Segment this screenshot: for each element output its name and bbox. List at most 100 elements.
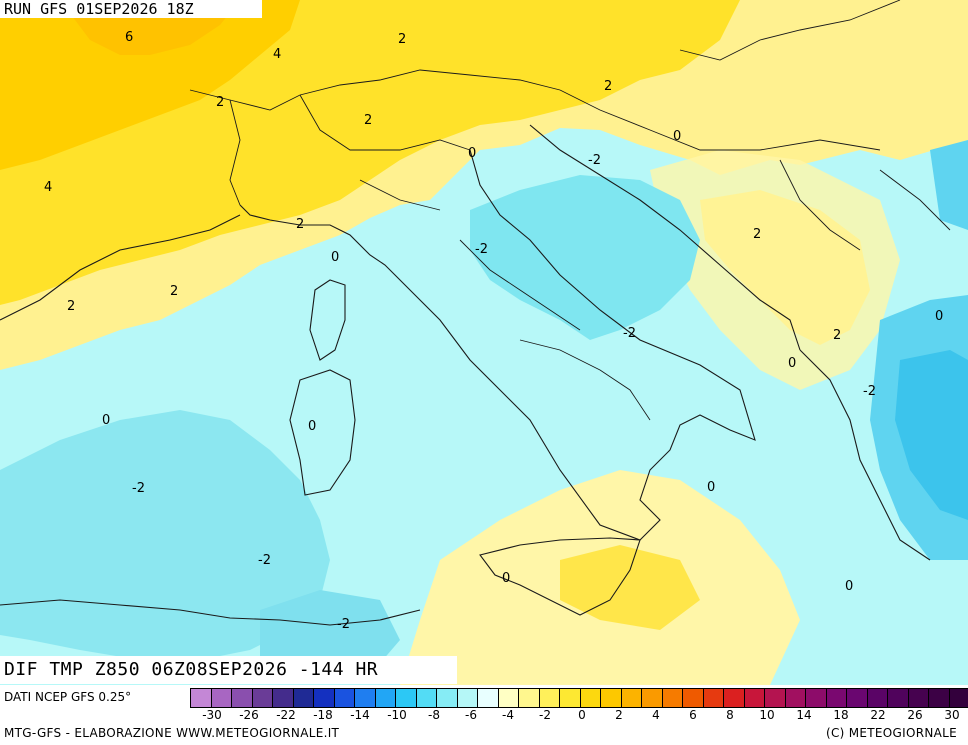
scale-swatch [293,689,314,707]
scale-swatch [867,689,888,707]
scale-label: 30 [944,708,960,722]
run-title: RUN GFS 01SEP2026 18Z [0,0,262,18]
scale-swatch [232,689,253,707]
contour-label: 2 [216,95,224,110]
scale-swatch [457,689,478,707]
scale-swatch [847,689,868,707]
contour-label: 2 [604,79,612,94]
warm-zone-core [0,0,300,170]
scale-swatch [744,689,765,707]
scale-label: 26 [907,708,923,722]
scale-swatch [621,689,642,707]
scale-label: -10 [387,708,407,722]
warm-zone-balkans-outer [650,150,900,390]
scale-swatch [908,689,929,707]
scale-swatch [252,689,273,707]
scale-label: -8 [428,708,440,722]
scale-label: 4 [652,708,660,722]
scale-swatch [314,689,335,707]
scale-label: -22 [276,708,296,722]
scale-swatch [416,689,437,707]
scale-swatch [334,689,355,707]
scale-swatch [211,689,232,707]
scale-swatch [539,689,560,707]
contour-label: 2 [833,328,841,343]
scale-label: 0 [578,708,586,722]
temperature-anomaly-map: 6 4 2 2 2 2 4 0 -2 0 2 2 0 -2 2 2 -2 0 2… [0,0,968,685]
scale-label: -4 [502,708,514,722]
contour-label: 2 [170,284,178,299]
scale-swatch [929,689,950,707]
contour-label: -2 [863,384,876,399]
color-scale-bar [190,688,968,708]
contour-label: 2 [67,299,75,314]
scale-label: -26 [239,708,259,722]
warm-zone-south-2 [560,545,700,630]
contour-label: 2 [364,113,372,128]
credit-right: (C) METEOGIORNALE [826,726,958,740]
scale-swatch [375,689,396,707]
scale-swatch [806,689,827,707]
contour-label: 4 [44,180,52,195]
contour-label: 0 [707,480,715,495]
scale-swatch [642,689,663,707]
field-title: DIF TMP Z850 06Z08SEP2026 -144 HR [0,656,457,684]
scale-swatch [560,689,581,707]
scale-swatch [662,689,683,707]
scale-swatch [601,689,622,707]
contour-label: 2 [398,32,406,47]
scale-swatch [519,689,540,707]
color-scale-labels: -30 -26 -22 -18 -14 -10 -8 -6 -4 -2 0 2 4 6 8 10 14 18 22 2… [190,708,968,722]
contour-label: 0 [788,356,796,371]
cold-zone-adriatic [470,175,700,340]
scale-swatch [765,689,786,707]
contour-labels: 6 4 2 2 2 2 4 0 -2 0 2 2 0 -2 2 2 -2 0 2… [44,30,943,632]
scale-swatch [437,689,458,707]
scale-label: 14 [796,708,812,722]
scale-swatch [683,689,704,707]
contour-label: 0 [502,571,510,586]
scale-swatch [478,689,499,707]
scale-swatch [396,689,417,707]
scale-swatch [703,689,724,707]
cold-zone-northeast [930,140,968,230]
scale-label: -14 [350,708,370,722]
contour-label: -2 [132,481,145,496]
scale-swatch [191,689,212,707]
contour-label: -2 [588,153,601,168]
scale-label: -6 [465,708,477,722]
scale-swatch [826,689,847,707]
scale-label: -18 [313,708,333,722]
borders [189,0,951,421]
scale-swatch [785,689,806,707]
contour-label: 0 [102,413,110,428]
contour-label: 0 [468,146,476,161]
data-source-label: DATI NCEP GFS 0.25° [4,690,132,704]
contour-label: 6 [125,30,133,45]
scale-swatch [724,689,745,707]
contour-label: 4 [273,47,281,62]
contour-label: -2 [623,326,636,341]
contour-label: 0 [845,579,853,594]
contour-label: 0 [331,250,339,265]
scale-label: 6 [689,708,697,722]
scale-swatch [949,689,968,707]
scale-label: 22 [870,708,886,722]
contour-label: -2 [337,617,350,632]
scale-swatch [498,689,519,707]
scale-label: 2 [615,708,623,722]
credit-left: MTG-GFS - ELABORAZIONE WWW.METEOGIORNALE… [4,726,340,740]
contour-label: 0 [673,129,681,144]
scale-label: 10 [759,708,775,722]
cold-zone-sea-west [0,410,330,660]
scale-swatch [273,689,294,707]
contour-label: 2 [753,227,761,242]
cold-zone-east-core [895,350,968,520]
scale-label: -30 [202,708,222,722]
scale-label: 18 [833,708,849,722]
scale-swatch [355,689,376,707]
scale-swatch [888,689,909,707]
contour-label: 0 [308,419,316,434]
contour-label: 0 [935,309,943,324]
scale-swatch [580,689,601,707]
